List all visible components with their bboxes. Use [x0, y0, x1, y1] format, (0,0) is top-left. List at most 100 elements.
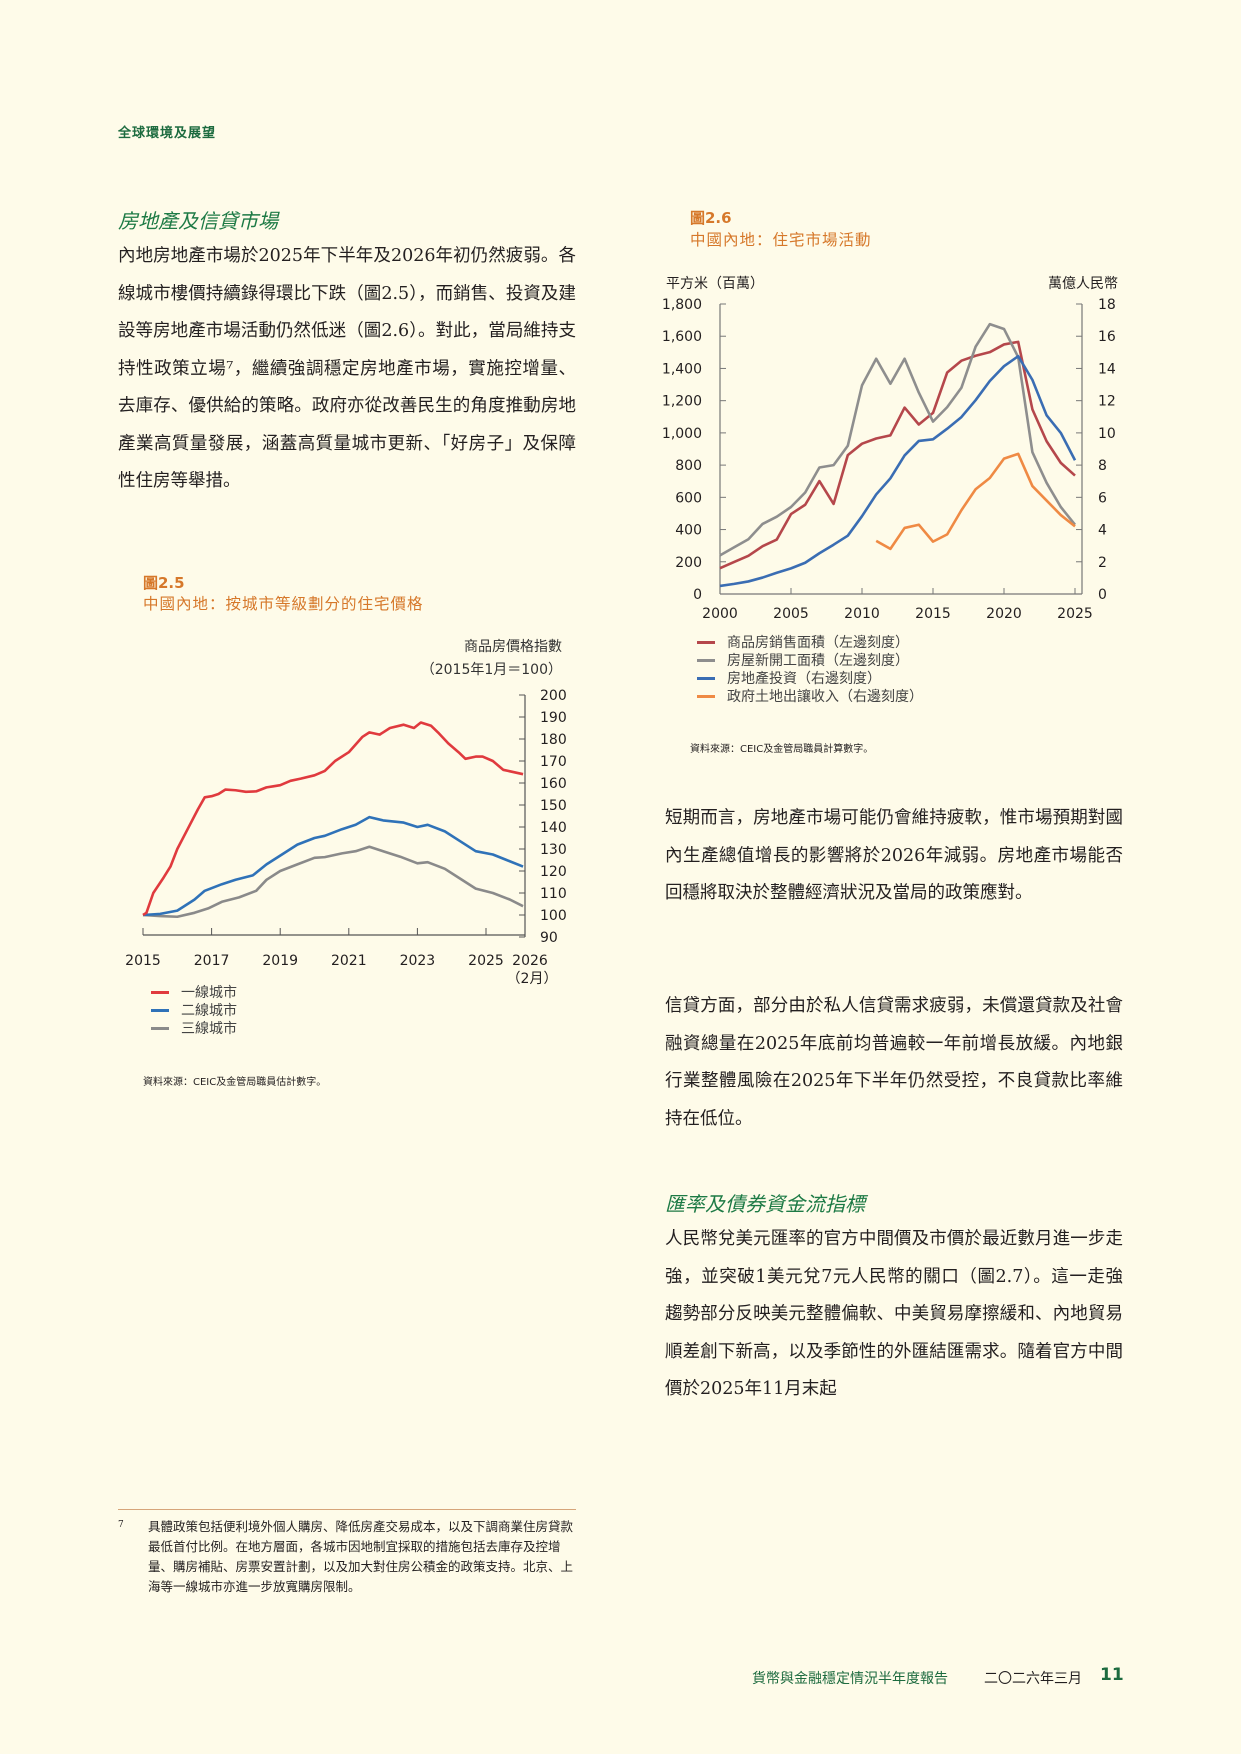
right-tick-label: 0 — [1098, 587, 1107, 603]
footnote-divider — [118, 1509, 576, 1510]
left-tick-label: 1,200 — [662, 394, 702, 410]
x-tick-label: 2019 — [262, 953, 298, 969]
paragraph-outlook: 短期而言，房地產市場可能仍會維持疲軟，惟市場預期對國內生產總值增長的影響將於20… — [665, 808, 1123, 903]
running-header: 全球環境及展望 — [118, 126, 217, 141]
x-tick-label: 2010 — [844, 606, 880, 622]
left-tick-label: 200 — [675, 555, 702, 571]
legend-item: 房地產投資（右邊刻度） — [697, 669, 923, 687]
right-tick-label: 18 — [1098, 297, 1116, 313]
legend-label: 房屋新開工面積（左邊刻度） — [727, 653, 909, 669]
y-tick-label: 110 — [540, 886, 567, 902]
x-tick-label: 2015 — [125, 953, 161, 969]
figure-2-6-title: 中國內地：住宅市場活動 — [690, 231, 872, 249]
y-tick-label: 180 — [540, 732, 567, 748]
right-tick-label: 8 — [1098, 458, 1107, 474]
legend-item: 房屋新開工面積（左邊刻度） — [697, 651, 923, 669]
page-number: 11 — [1100, 1665, 1124, 1685]
x-tick-label: 2000 — [702, 606, 738, 622]
left-tick-label: 600 — [675, 490, 702, 506]
y-label-right: 萬億人民幣 — [1048, 276, 1118, 292]
legend-label: 房地產投資（右邊刻度） — [727, 671, 881, 687]
x-tick-label: 2025 — [468, 953, 504, 969]
legend-item: 商品房銷售面積（左邊刻度） — [697, 633, 923, 651]
series-line-一線城市 — [142, 721, 524, 917]
right-tick-label: 14 — [1098, 361, 1116, 377]
paragraph-fx: 人民幣兌美元匯率的官方中間價及市價於最近數月進一步走強，並突破1美元兌7元人民幣… — [665, 1229, 1123, 1399]
section-title-fx: 匯率及債券資金流指標 — [665, 1192, 865, 1216]
legend-item: 二線城市 — [151, 1001, 237, 1019]
legend-swatch — [151, 1026, 169, 1030]
x-tick-label: 2005 — [773, 606, 809, 622]
legend-item: 政府土地出讓收入（右邊刻度） — [697, 687, 923, 705]
legend-item: 一線城市 — [151, 983, 237, 1001]
legend-label: 商品房銷售面積（左邊刻度） — [727, 635, 909, 651]
y-label-left: 平方米（百萬） — [666, 276, 764, 292]
y-tick-label: 150 — [540, 798, 567, 814]
footnote-7: 具體政策包括便利境外個人購房、降低房產交易成本，以及下調商業住房貸款最低首付比例… — [148, 1519, 574, 1594]
left-tick-label: 400 — [675, 523, 702, 539]
right-tick-label: 12 — [1098, 394, 1116, 410]
right-tick-label: 10 — [1098, 426, 1116, 442]
y-tick-label: 200 — [540, 688, 567, 704]
series-line-房地產投資（右邊刻度） — [719, 354, 1077, 588]
left-tick-label: 1,600 — [662, 329, 702, 345]
chart-2-6-legend: 商品房銷售面積（左邊刻度） 房屋新開工面積（左邊刻度） 房地產投資（右邊刻度） 政府土… — [697, 633, 923, 705]
left-tick-label: 1,400 — [662, 361, 702, 377]
series-line-二線城市 — [142, 815, 524, 917]
y-tick-label: 100 — [540, 908, 567, 924]
legend-swatch — [697, 694, 715, 698]
series-line-商品房銷售面積（左邊刻度） — [719, 340, 1076, 570]
chart-2-5-legend: 一線城市二線城市三線城市 — [151, 983, 237, 1037]
y-tick-label: 120 — [540, 864, 567, 880]
x-tick-label: 2015 — [915, 606, 951, 622]
left-tick-label: 1,000 — [662, 426, 702, 442]
legend-label: 政府土地出讓收入（右邊刻度） — [727, 689, 923, 705]
footer-date: 二〇二六年三月 — [984, 1671, 1082, 1687]
legend-label: 二線城市 — [181, 1003, 237, 1019]
footnote-number: 7 — [118, 1520, 124, 1530]
x-tick-label: 2025 — [1057, 606, 1093, 622]
series-line-三線城市 — [142, 845, 524, 919]
figure-2-6-source: 資料來源：CEIC及金管局職員計算數字。 — [690, 744, 874, 755]
right-tick-label: 16 — [1098, 329, 1116, 345]
legend-label: 一線城市 — [181, 985, 237, 1001]
figure-2-5-source: 資料來源：CEIC及金管局職員估計數字。 — [143, 1077, 327, 1088]
figure-2-5-title: 中國內地：按城市等級劃分的住宅價格 — [143, 595, 424, 613]
series-line-房屋新開工面積（左邊刻度） — [719, 322, 1077, 557]
section-title-property: 房地產及信貸市場 — [118, 209, 278, 233]
legend-swatch — [697, 658, 715, 662]
right-tick-label: 6 — [1098, 490, 1107, 506]
legend-swatch — [151, 1008, 169, 1012]
y-tick-label: 130 — [540, 842, 567, 858]
fig25-y-axis-label: 商品房價格指數 （2015年1月＝100） — [420, 639, 562, 678]
series-line-政府土地出讓收入（右邊刻度） — [875, 452, 1076, 551]
legend-label: 三線城市 — [181, 1021, 237, 1037]
y-tick-label: 90 — [540, 930, 558, 946]
y-tick-label: 190 — [540, 710, 567, 726]
y-tick-label: 170 — [540, 754, 567, 770]
legend-item: 三線城市 — [151, 1019, 237, 1037]
figure-2-6-number: 圖2.6 — [690, 209, 732, 227]
y-tick-label: 160 — [540, 776, 567, 792]
right-tick-label: 2 — [1098, 555, 1107, 571]
x-tick-sublabel: （2月） — [507, 971, 558, 987]
x-tick-label: 2017 — [194, 953, 230, 969]
figure-2-5-number: 圖2.5 — [143, 574, 185, 592]
right-tick-label: 4 — [1098, 523, 1107, 539]
x-tick-label: 2020 — [986, 606, 1022, 622]
paragraph-credit: 信貸方面，部分由於私人信貸需求疲弱，未償還貸款及社會融資總量在2025年底前均普… — [665, 996, 1123, 1129]
x-tick-label: 2026 — [512, 953, 548, 969]
left-tick-label: 1,800 — [662, 297, 702, 313]
left-tick-label: 800 — [675, 458, 702, 474]
x-tick-label: 2021 — [331, 953, 367, 969]
footer-report-title: 貨幣與金融穩定情況半年度報告 — [752, 1671, 948, 1687]
left-tick-label: 0 — [693, 587, 702, 603]
paragraph-property: 內地房地產市場於2025年下半年及2026年初仍然疲弱。各線城市樓價持續錄得環比… — [118, 246, 576, 491]
y-tick-label: 140 — [540, 820, 567, 836]
x-tick-label: 2023 — [400, 953, 436, 969]
legend-swatch — [697, 676, 715, 680]
chart-2-6: 平方米（百萬） 萬億人民幣 0 200 400 600 800 1,000 1,200 1,400… — [662, 276, 1118, 622]
legend-swatch — [697, 640, 715, 644]
legend-swatch — [151, 990, 169, 994]
chart-2-5: 90 100 110 120 130 140 150 160 170 180 190 200 2015 2… — [125, 688, 567, 987]
